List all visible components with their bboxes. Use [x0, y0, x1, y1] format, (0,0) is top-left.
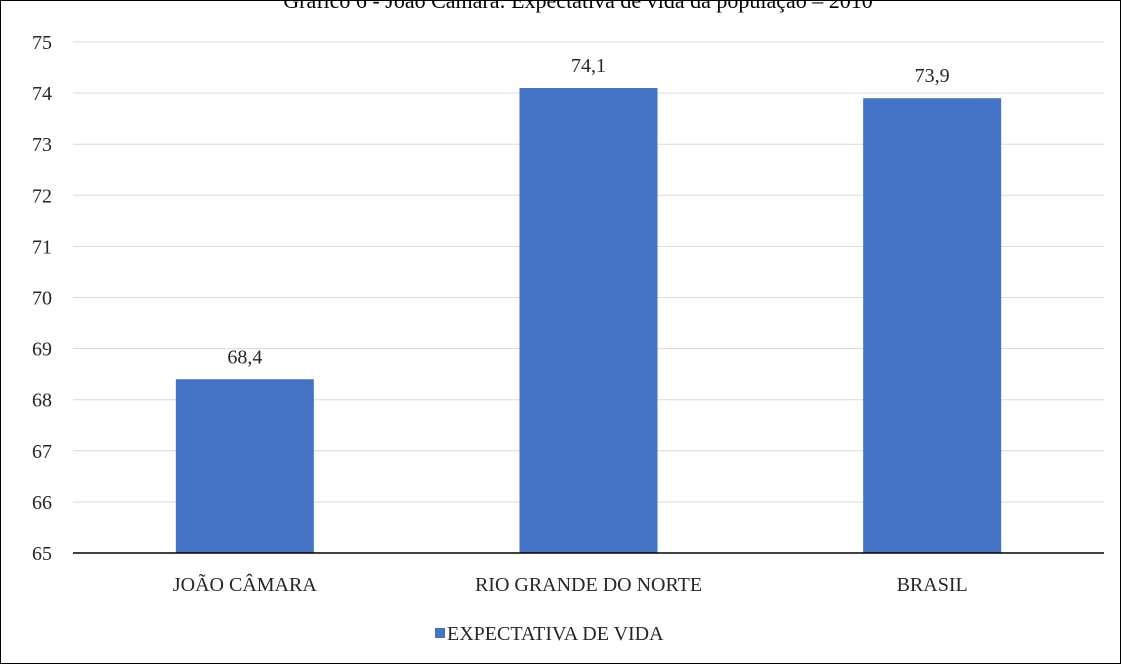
y-tick-label: 67 — [32, 441, 52, 463]
y-tick-label: 72 — [32, 185, 52, 207]
data-labels: 68,4 74,1 73,9 — [227, 55, 949, 368]
y-tick-label: 68 — [32, 390, 52, 412]
y-tick-label: 75 — [32, 32, 52, 54]
x-category-label: BRASIL — [897, 574, 968, 596]
chart-title: Gráfico 6 - João Câmara: Expectativa de … — [283, 0, 873, 13]
bar-1 — [519, 87, 658, 554]
legend-swatch — [435, 628, 445, 638]
y-tick-label: 69 — [32, 339, 52, 361]
data-label: 74,1 — [571, 55, 606, 77]
y-tick-label: 65 — [32, 543, 52, 565]
legend: EXPECTATIVA DE VIDA — [435, 623, 664, 645]
y-tick-label: 73 — [32, 134, 52, 156]
y-axis-ticks: 65 66 67 68 69 70 71 72 73 74 75 — [32, 32, 52, 565]
data-label: 68,4 — [227, 346, 262, 368]
data-label: 73,9 — [915, 65, 950, 87]
x-axis-categories: JOÃO CÂMARA RIO GRANDE DO NORTE BRASIL — [173, 572, 968, 596]
y-tick-label: 74 — [32, 83, 52, 105]
x-category-label: JOÃO CÂMARA — [173, 572, 317, 596]
bars — [175, 87, 1002, 554]
y-tick-label: 71 — [32, 236, 52, 258]
y-tick-label: 66 — [32, 492, 52, 514]
bar-0 — [175, 379, 314, 553]
legend-label-expectativa: EXPECTATIVA DE VIDA — [447, 623, 664, 645]
y-tick-label: 70 — [32, 288, 52, 310]
bar-2 — [863, 98, 1002, 554]
x-category-label: RIO GRANDE DO NORTE — [475, 574, 702, 596]
